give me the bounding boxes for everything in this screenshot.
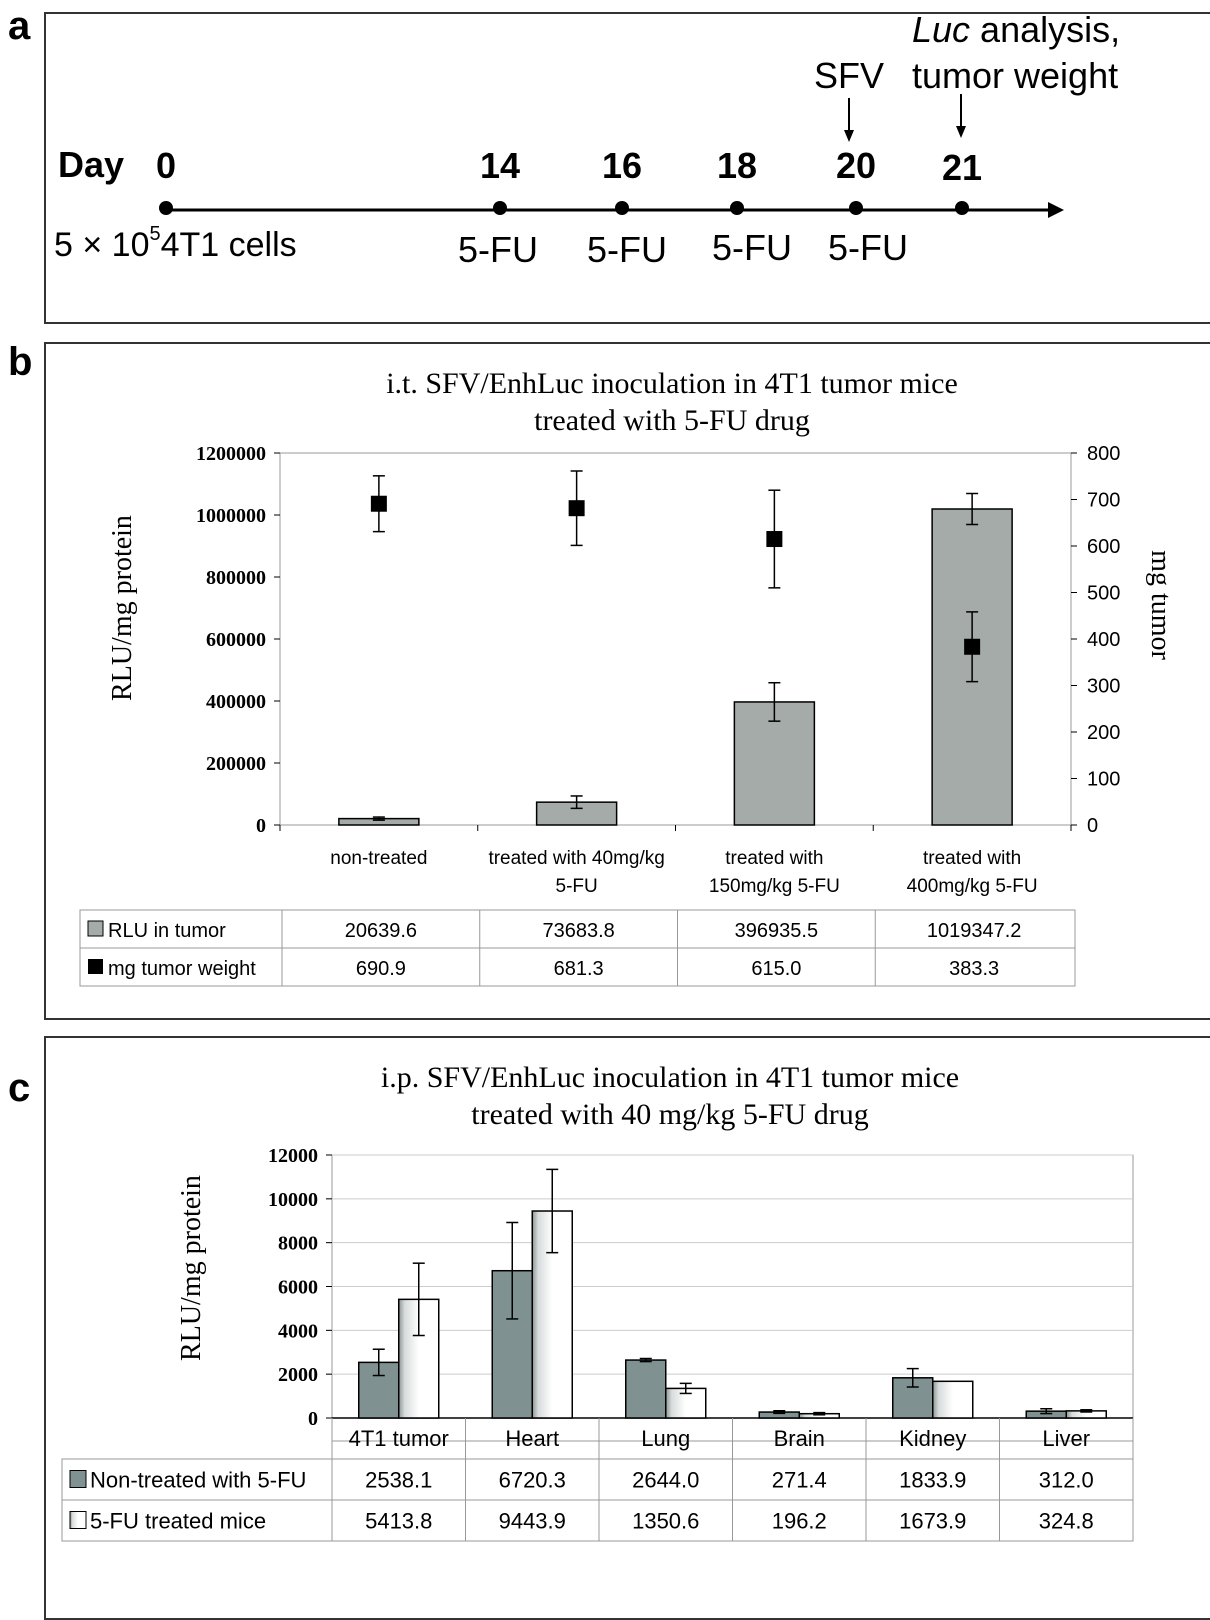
day-number-20: 20 (836, 145, 876, 186)
treatment-label-day14: 5-FU (458, 229, 538, 270)
sfv-label: SFV (814, 55, 884, 96)
analysis-label-line2: tumor weight (912, 55, 1118, 96)
day-label: Day (58, 144, 124, 185)
day-marker-18 (730, 201, 744, 215)
cells-exponent: 5 (149, 223, 160, 245)
day-number-14: 14 (480, 145, 520, 186)
day-number-16: 16 (602, 145, 642, 186)
cells-label: 5 × 1054T1 cells (54, 223, 297, 264)
day-marker-20 (849, 201, 863, 215)
treatment-label-day20: 5-FU (828, 227, 908, 268)
panel-label-a: a (8, 4, 31, 48)
panel-b-frame (44, 342, 1210, 1020)
panel-c-frame (44, 1036, 1210, 1620)
panel-label-c: c (8, 1066, 31, 1110)
day-number-0: 0 (156, 145, 176, 186)
day-marker-16 (615, 201, 629, 215)
day-marker-0 (159, 201, 173, 215)
timeline-arrowhead (1048, 202, 1064, 218)
panel-a-frame (44, 12, 1210, 324)
day-number-18: 18 (717, 145, 757, 186)
day-marker-14 (493, 201, 507, 215)
analysis-luc: Luc (912, 9, 970, 50)
analysis-rest: analysis, (970, 9, 1120, 50)
treatment-label-day16: 5-FU (587, 229, 667, 270)
analysis-arrow-head (956, 126, 966, 138)
cells-suffix: 4T1 cells (161, 226, 297, 264)
analysis-label: Luc analysis, (912, 9, 1120, 50)
treatment-label-day18: 5-FU (712, 227, 792, 268)
day-number-21: 21 (942, 147, 982, 188)
timeline: Day 0 14 16 18 20 21 5 × 1054T1 cells 5-FU 5-… (54, 9, 1120, 270)
cells-prefix: 5 × 10 (54, 226, 149, 264)
day-marker-21 (955, 201, 969, 215)
panel-label-b: b (8, 340, 33, 384)
sfv-arrow-head (844, 130, 854, 142)
